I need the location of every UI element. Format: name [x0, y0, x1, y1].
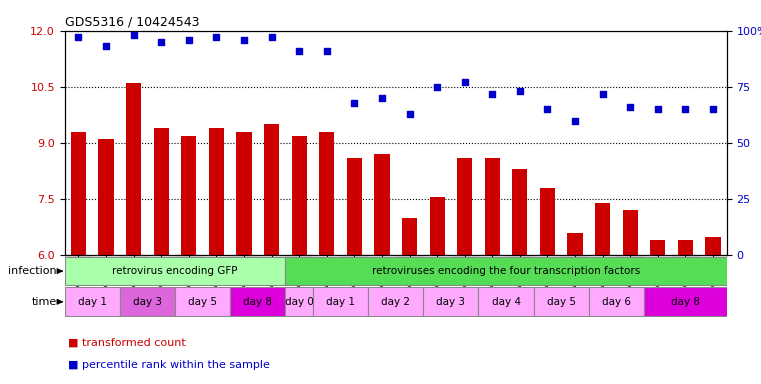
- Point: [72, 35, 84, 41]
- Point: [707, 106, 719, 113]
- Bar: [65, 257, 285, 285]
- Text: retrovirus encoding GFP: retrovirus encoding GFP: [113, 266, 237, 276]
- Point: [431, 84, 443, 90]
- Text: GDS5316 / 10424543: GDS5316 / 10424543: [65, 15, 199, 28]
- Bar: [368, 288, 423, 316]
- Text: day 8: day 8: [671, 297, 700, 307]
- Bar: [230, 288, 285, 316]
- Bar: [423, 288, 479, 316]
- Text: ■ transformed count: ■ transformed count: [68, 338, 186, 348]
- Bar: [485, 158, 500, 255]
- Bar: [319, 132, 334, 255]
- Text: ■ percentile rank within the sample: ■ percentile rank within the sample: [68, 360, 270, 370]
- Bar: [650, 240, 665, 255]
- Bar: [98, 139, 113, 255]
- Point: [459, 79, 471, 86]
- Point: [128, 32, 140, 38]
- Bar: [285, 288, 313, 316]
- Point: [293, 48, 305, 54]
- Bar: [402, 218, 417, 255]
- Text: day 1: day 1: [78, 297, 107, 307]
- Text: infection: infection: [8, 266, 57, 276]
- Text: day 3: day 3: [133, 297, 162, 307]
- Point: [155, 39, 167, 45]
- Point: [569, 118, 581, 124]
- Bar: [644, 288, 727, 316]
- Text: time: time: [31, 297, 57, 307]
- Bar: [512, 169, 527, 255]
- Text: day 4: day 4: [492, 297, 521, 307]
- Bar: [65, 288, 119, 316]
- Point: [238, 36, 250, 43]
- Point: [100, 43, 112, 50]
- Bar: [705, 237, 721, 255]
- Text: day 8: day 8: [244, 297, 272, 307]
- Bar: [71, 132, 86, 255]
- Point: [541, 106, 553, 113]
- Text: day 5: day 5: [546, 297, 576, 307]
- Bar: [533, 288, 589, 316]
- Bar: [264, 124, 279, 255]
- Bar: [175, 288, 230, 316]
- Bar: [622, 210, 638, 255]
- Bar: [457, 158, 473, 255]
- Point: [183, 36, 195, 43]
- Point: [266, 35, 278, 41]
- Bar: [678, 240, 693, 255]
- Bar: [291, 136, 307, 255]
- Bar: [540, 188, 555, 255]
- Text: day 5: day 5: [188, 297, 217, 307]
- Point: [376, 95, 388, 101]
- Text: day 2: day 2: [381, 297, 410, 307]
- Bar: [181, 136, 196, 255]
- Point: [651, 106, 664, 113]
- Point: [514, 88, 526, 94]
- Point: [486, 91, 498, 97]
- Bar: [313, 288, 368, 316]
- Point: [210, 35, 222, 41]
- Bar: [237, 132, 252, 255]
- Text: day 6: day 6: [602, 297, 631, 307]
- Bar: [347, 158, 362, 255]
- Text: retroviruses encoding the four transcription factors: retroviruses encoding the four transcrip…: [372, 266, 640, 276]
- Bar: [429, 197, 444, 255]
- Text: day 0: day 0: [285, 297, 314, 307]
- Bar: [479, 288, 533, 316]
- Bar: [285, 257, 727, 285]
- Bar: [126, 83, 142, 255]
- Point: [624, 104, 636, 110]
- Bar: [120, 288, 175, 316]
- Bar: [154, 128, 169, 255]
- Point: [349, 99, 361, 106]
- Point: [597, 91, 609, 97]
- Point: [320, 48, 333, 54]
- Bar: [595, 203, 610, 255]
- Text: day 1: day 1: [326, 297, 355, 307]
- Bar: [568, 233, 583, 255]
- Bar: [209, 128, 224, 255]
- Point: [680, 106, 692, 113]
- Text: day 3: day 3: [436, 297, 466, 307]
- Point: [403, 111, 416, 117]
- Bar: [374, 154, 390, 255]
- Bar: [589, 288, 644, 316]
